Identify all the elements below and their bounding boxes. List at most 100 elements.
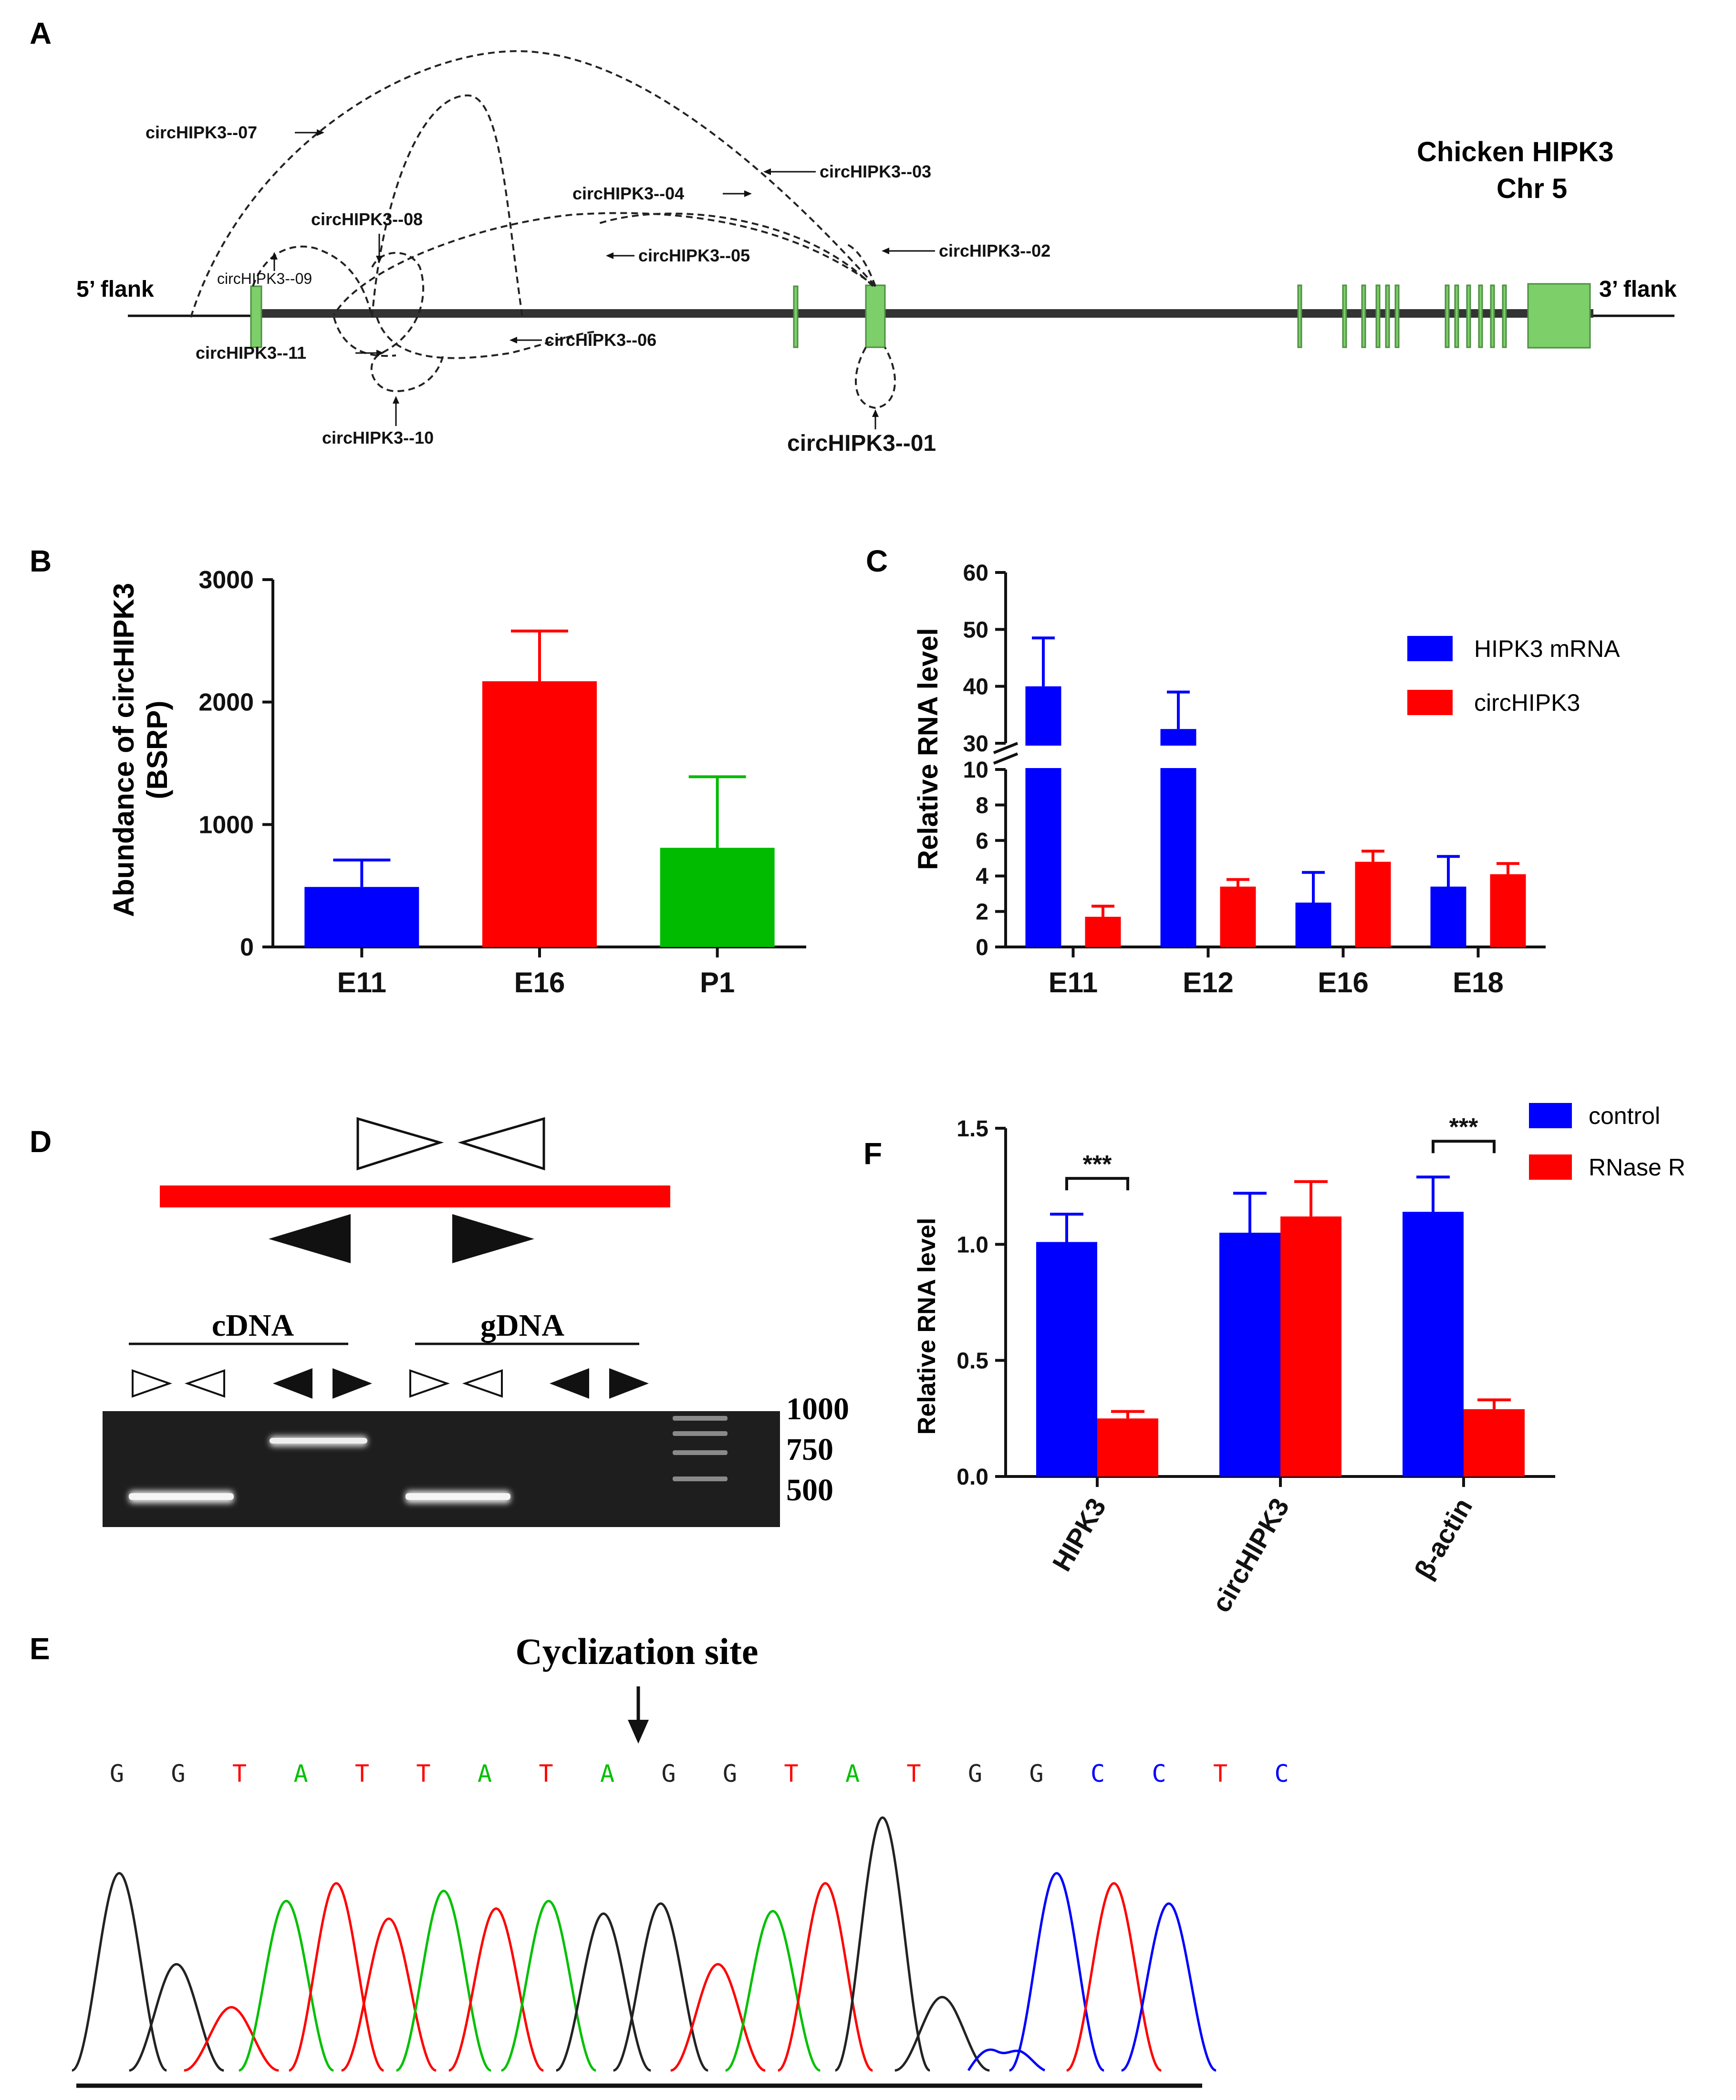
- circ-label-11: circHIPK3--11: [196, 343, 306, 363]
- chart-f-ylabel: Relative RNA level: [913, 1218, 941, 1435]
- lane3-primer-in-icon: [462, 1369, 503, 1398]
- chart-c-axis-break-mark: [993, 742, 1019, 754]
- legend-label-circhipk3: circHIPK3: [1474, 689, 1580, 716]
- exon-16: [1527, 283, 1591, 349]
- circ-label-05: circHIPK3--05: [638, 246, 750, 265]
- base-letter: G: [171, 1760, 185, 1788]
- exon-15: [1502, 284, 1507, 348]
- circ-label-01: circHIPK3--01: [787, 431, 936, 456]
- chromatogram-peak: [1121, 1902, 1217, 2072]
- cyclization-arrow-icon: [628, 1720, 649, 1744]
- base-letter: C: [1091, 1760, 1105, 1788]
- base-letter: T: [1213, 1760, 1227, 1788]
- chart-f-bar: [1219, 1233, 1280, 1476]
- gel-bands: [129, 1416, 728, 1503]
- chart-c-xtick-label: E12: [1183, 967, 1234, 998]
- chart-f-errorbar: [1294, 1180, 1328, 1216]
- chart-c-xtick-label: E16: [1318, 967, 1369, 998]
- lane4-primer-left-icon: [550, 1368, 589, 1399]
- gene-body: [253, 309, 1593, 318]
- chart-c-bar: [1085, 916, 1121, 947]
- chart-b-ytick-label: 0: [240, 934, 254, 961]
- arc-circhipk3-07: [190, 50, 876, 318]
- base-letter: C: [1152, 1760, 1166, 1788]
- panel-letter-f: F: [863, 1136, 882, 1171]
- base-letter: T: [416, 1760, 430, 1788]
- chart-c-bar: [1295, 903, 1331, 947]
- base-letter: A: [600, 1760, 614, 1788]
- ladder-band-3: [673, 1450, 728, 1455]
- chart-f-errorbar: [1416, 1175, 1450, 1212]
- chart-f-significance-bracket: [1065, 1177, 1129, 1191]
- legend-label-hipk3-mrna: HIPK3 mRNA: [1474, 635, 1620, 662]
- band-gdna-divergent-core: [405, 1493, 510, 1500]
- chart-b-xtick-label: E16: [514, 967, 565, 998]
- chart-b-bar: [482, 681, 597, 947]
- arc-circhipk3-01: [855, 347, 896, 409]
- chromatogram-peak: [71, 1872, 167, 2072]
- gene-title-line2: Chr 5: [1497, 173, 1567, 204]
- panel-letter-e: E: [30, 1632, 50, 1666]
- ladder-1000: 1000: [786, 1392, 849, 1426]
- base-letter: A: [478, 1760, 492, 1788]
- exon-12: [1466, 284, 1471, 348]
- chart-c-bar: [1220, 886, 1256, 947]
- lane-primer-icons: [132, 1368, 649, 1399]
- chart-f-ytick-label: 0.5: [956, 1349, 988, 1374]
- chromatogram-peak: [834, 1816, 931, 2072]
- chart-b-xtick-label: E11: [337, 967, 386, 998]
- chromatogram-peak: [288, 1882, 385, 2072]
- chart-c-errorbar: [1437, 855, 1460, 887]
- arc-circhipk3-08: [371, 94, 523, 318]
- chart-c-errorbar: [1167, 690, 1190, 729]
- exon-5: [1342, 284, 1347, 348]
- circ-label-10: circHIPK3--10: [322, 428, 434, 447]
- chart-c-errorbar: [1032, 636, 1055, 686]
- circ-labels: circHIPK3--07 circHIPK3--03 circHIPK3--0…: [146, 123, 1050, 456]
- exons: [250, 283, 1591, 349]
- lane3-primer-out-icon: [409, 1369, 450, 1398]
- chart-c-ytick-label: 6: [976, 829, 988, 854]
- chart-c-axis-break-mark: [993, 752, 1019, 765]
- chart-c-ytick-label: 40: [963, 675, 988, 700]
- chart-b-xtick-label: P1: [700, 967, 735, 998]
- chart-f-xtick-label: HIPK3: [1046, 1493, 1112, 1576]
- chromatogram-peak: [894, 1996, 990, 2072]
- chart-f-significance-label: ***: [1083, 1151, 1112, 1178]
- chromatogram-peak: [341, 1917, 437, 2072]
- exon-8: [1385, 284, 1390, 348]
- chart-f-xtick-label: β-actin: [1408, 1493, 1478, 1584]
- panel-b: B Abundance of circHIPK3 (BSRP) 0 1000 200…: [30, 544, 806, 998]
- chart-c-ytick-label: 50: [963, 617, 988, 643]
- arc-circhipk3-03: [333, 212, 876, 316]
- panel-letter-d: D: [30, 1124, 52, 1159]
- chart-b-ylabel-line2: (BSRP): [141, 701, 173, 800]
- chart-c-xtick-label: E18: [1453, 967, 1504, 998]
- chart-b-ytick-label: 2000: [198, 689, 254, 717]
- chart-c-ytick-label: 60: [963, 561, 988, 586]
- chart-f-bar: [1097, 1418, 1158, 1476]
- arc-circhipk3-02: [844, 242, 876, 287]
- chart-c-ytick-label: 30: [963, 731, 988, 757]
- chart-f-legend: control RNase R: [1529, 1102, 1685, 1181]
- chromatogram-minor-peak: [967, 2048, 1046, 2072]
- base-letter: A: [293, 1760, 308, 1788]
- exon-4: [1297, 284, 1302, 348]
- cdna-label: cDNA: [212, 1308, 294, 1343]
- lane1-primer-in-icon: [184, 1369, 225, 1398]
- panel-d: D cDNA gDNA: [30, 1117, 849, 1527]
- base-letter: G: [661, 1760, 676, 1788]
- chart-f-ytick-label: 1.0: [956, 1232, 988, 1258]
- circ-label-02: circHIPK3--02: [939, 241, 1050, 260]
- ladder-band-1: [673, 1416, 728, 1421]
- arc-circhipk3-11: [333, 317, 396, 357]
- chart-b-errorbar: [511, 629, 568, 682]
- chromatogram-peak: [129, 1963, 224, 2072]
- chart-f-xtick-label: circHIPK3: [1206, 1493, 1295, 1618]
- chart-c-ytick-label: 0: [976, 935, 988, 960]
- divergent-primer-reverse-icon: [457, 1117, 545, 1171]
- chromatogram-peak: [395, 1890, 492, 2072]
